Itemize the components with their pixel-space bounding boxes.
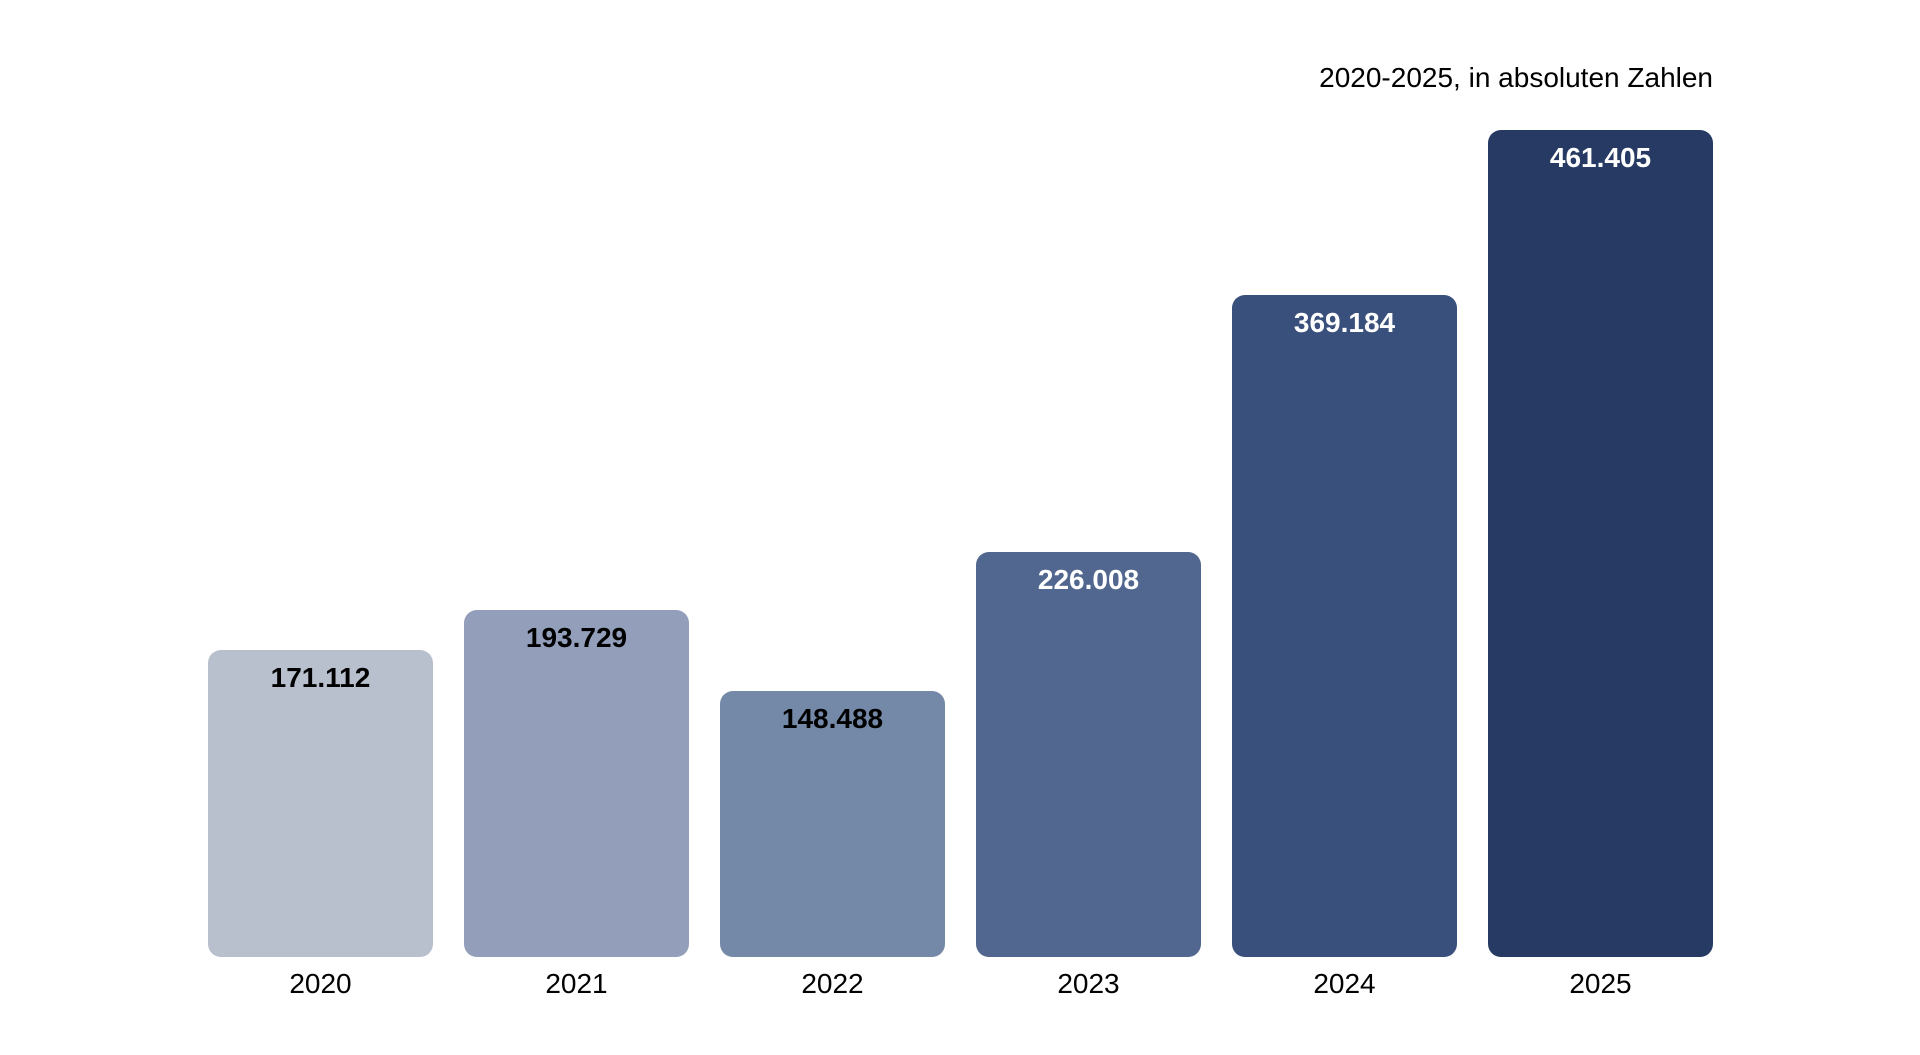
bar-2024: 369.184 — [1232, 295, 1457, 957]
x-axis-label-2021: 2021 — [545, 968, 608, 999]
chart-title: 2020-2025, in absoluten Zahlen — [1319, 62, 1713, 93]
bar-2023: 226.008 — [976, 552, 1201, 957]
x-axis-label-2020: 2020 — [289, 968, 352, 999]
bar-value-label-2021: 193.729 — [525, 622, 628, 653]
bar-2025: 461.405 — [1488, 130, 1713, 957]
bar-value-label-2025: 461.405 — [1549, 142, 1652, 173]
x-axis-label-2022: 2022 — [801, 968, 864, 999]
x-axis-label-2025: 2025 — [1569, 968, 1632, 999]
bar-2020: 171.112 — [208, 650, 433, 957]
bar-value-label-2020: 171.112 — [270, 662, 371, 693]
bar-value-label-2023: 226.008 — [1037, 564, 1140, 595]
bar-chart-plot: 171.112 193.729 148.488 226.008 369.184 461.4… — [208, 130, 1713, 957]
x-axis-labels: 2020 2021 2022 2023 2024 2025 — [208, 969, 1713, 999]
x-axis-label-2023: 2023 — [1057, 968, 1120, 999]
bar-value-label-2024: 369.184 — [1293, 307, 1396, 338]
bar-2021: 193.729 — [464, 610, 689, 957]
x-axis-label-2024: 2024 — [1313, 968, 1376, 999]
bar-value-label-2022: 148.488 — [781, 703, 884, 734]
bar-2022: 148.488 — [720, 691, 945, 957]
